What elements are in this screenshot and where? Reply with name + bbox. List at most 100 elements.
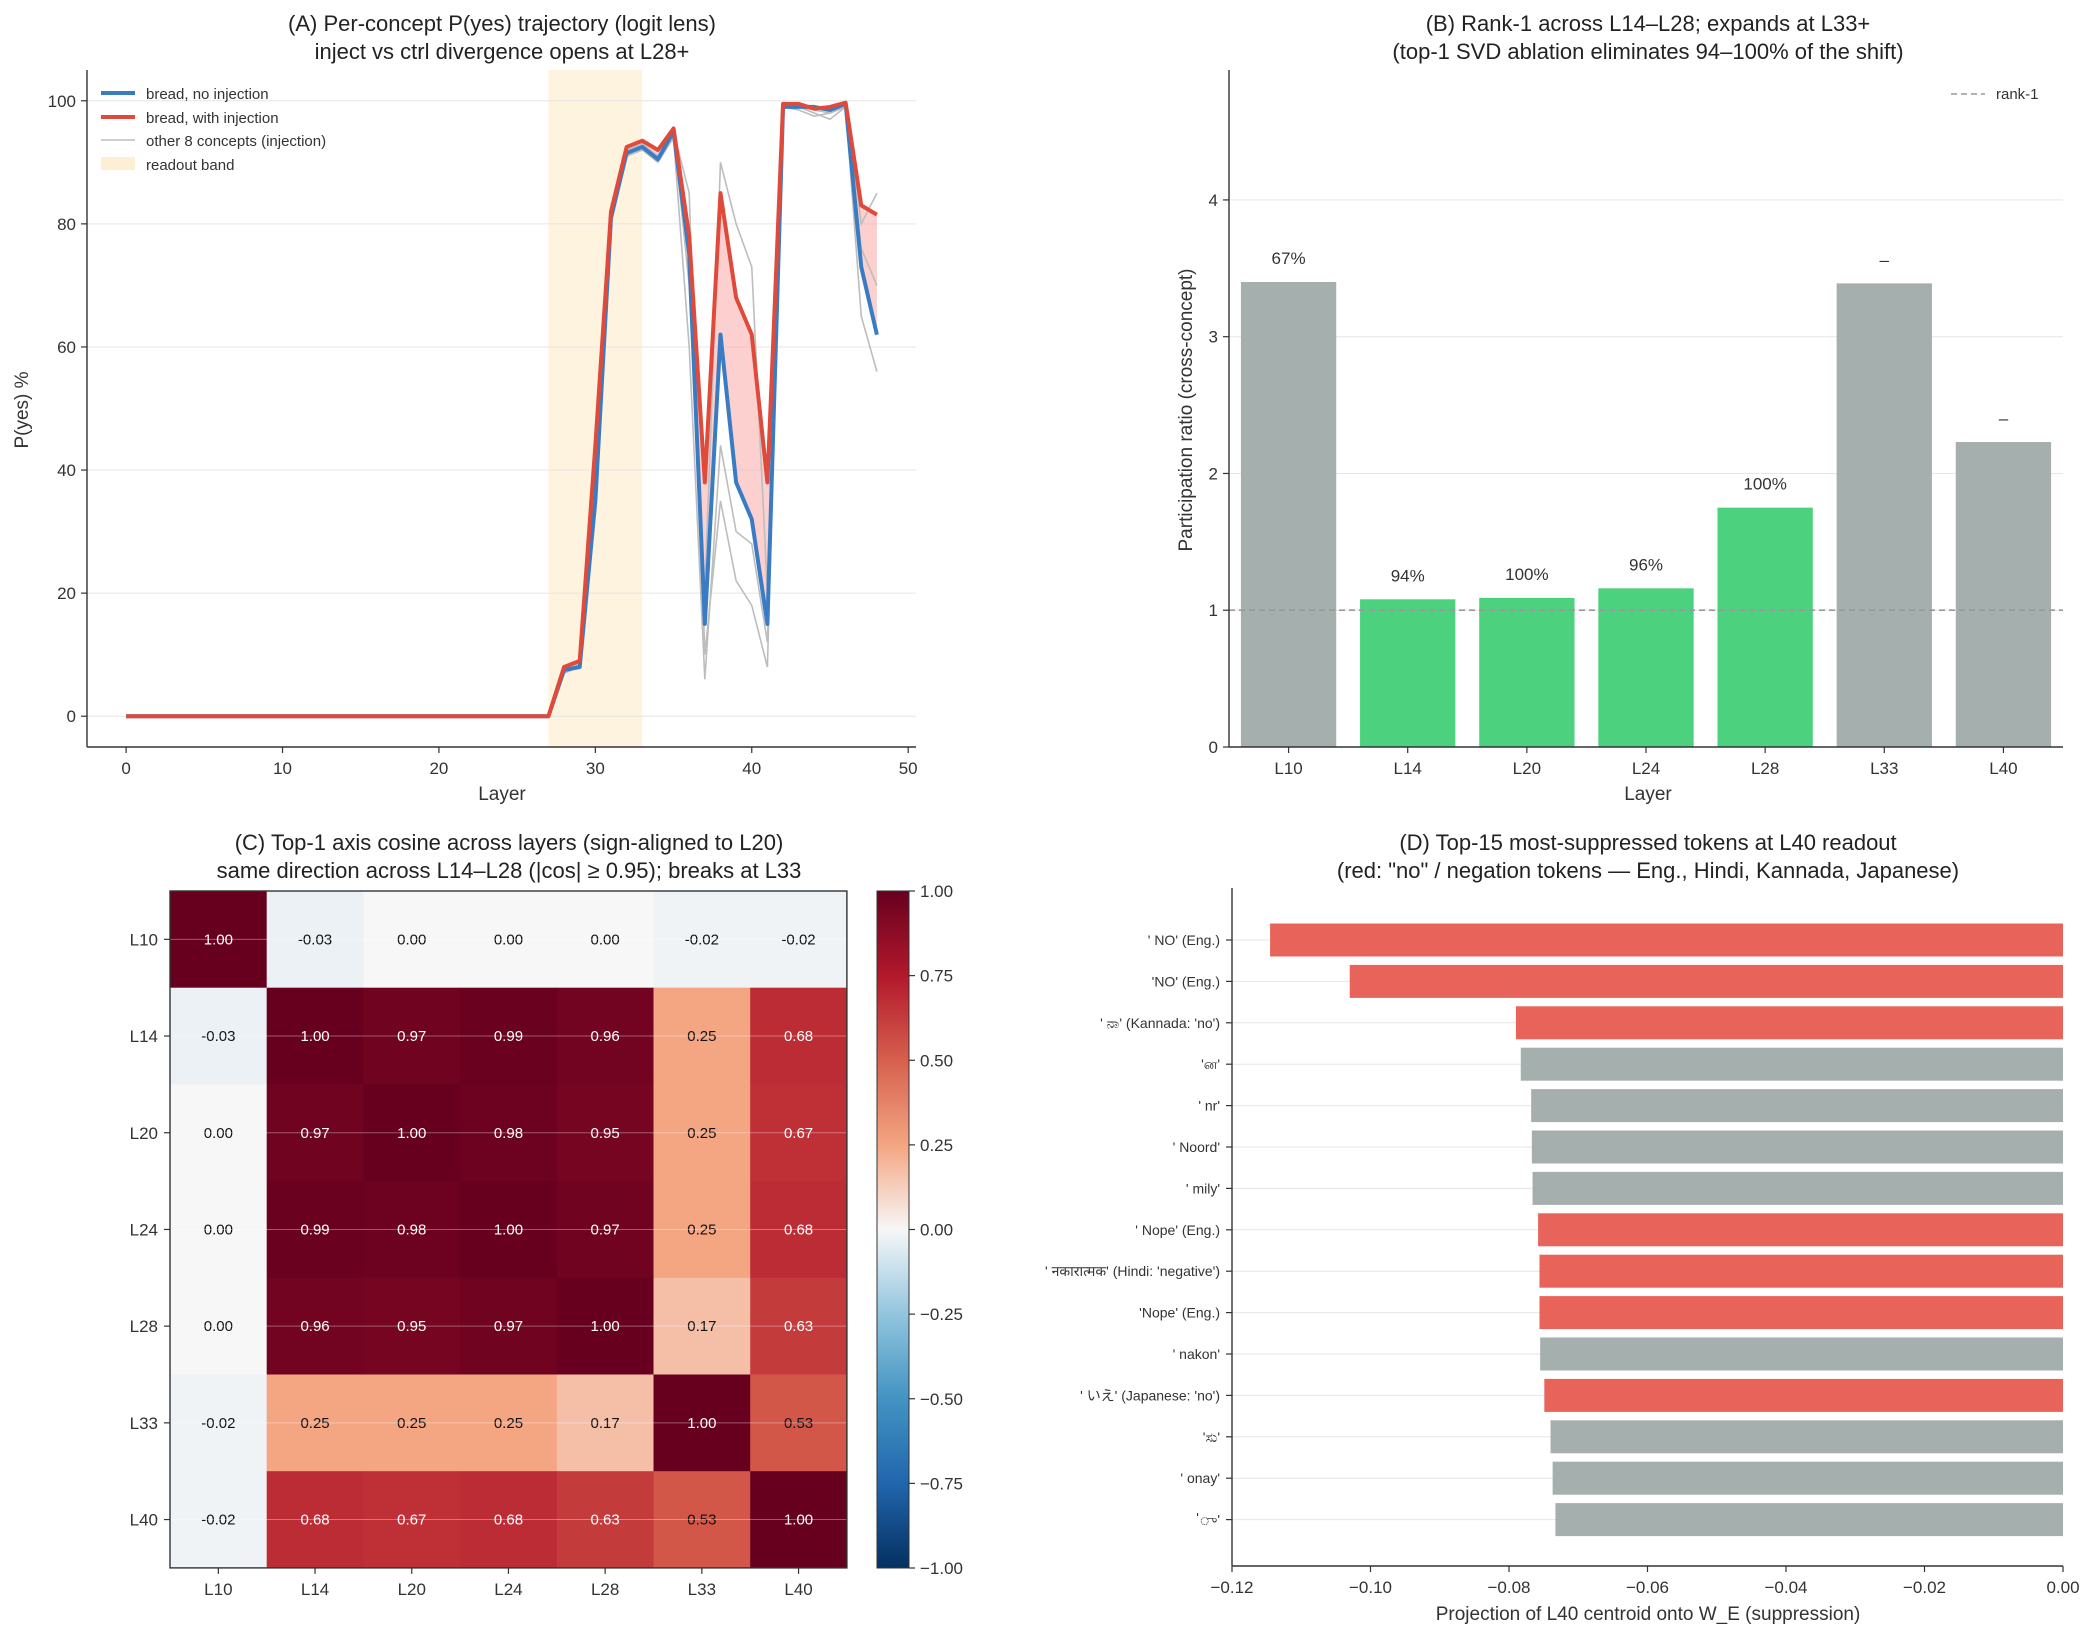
y-tick-label: 40 (57, 461, 76, 480)
bar-l33 (1836, 283, 1932, 747)
heatmap-cell (653, 987, 751, 1085)
heatmap-cell (363, 1084, 461, 1182)
x-tick-label: L14 (301, 1580, 329, 1599)
panel-b-gridlines (1229, 199, 2063, 611)
y-tick-label: 20 (57, 584, 76, 603)
panel-d-title-line1: (D) Top-15 most-suppressed tokens at L40… (1399, 830, 1896, 855)
x-tick-label: L10 (204, 1580, 232, 1599)
y-tick-label: L33 (130, 1414, 158, 1433)
y-tick-label: 3 (1209, 328, 1218, 347)
y-tick-label: 0 (67, 707, 76, 726)
line-other-concept (126, 105, 878, 718)
token-label: ' नकारात्मक' (Hindi: 'negative') (1045, 1263, 1220, 1279)
token-label: ' NO' (Eng.) (1148, 932, 1220, 948)
colorbar-tick-label: 0.75 (920, 967, 953, 986)
heatmap-cell-label: -0.03 (298, 931, 332, 948)
y-tick-label: L20 (130, 1124, 158, 1143)
heatmap-cell-label: 0.67 (784, 1125, 813, 1142)
heatmap-cell-label: 0.68 (494, 1512, 523, 1529)
x-tick-label: L28 (1751, 759, 1779, 778)
heatmap-cell (556, 1471, 654, 1569)
bar-value-label: 96% (1629, 555, 1663, 574)
heatmap-cell-label: 0.63 (784, 1318, 813, 1335)
y-tick-label: L24 (130, 1220, 158, 1239)
bar-value-label: 67% (1272, 249, 1306, 268)
heatmap-cell (363, 1471, 461, 1569)
bar-value-label: – (1999, 409, 2009, 428)
token-bar (1515, 1006, 2063, 1040)
heatmap-cell-label: 0.97 (591, 1221, 620, 1238)
heatmap-cell-label: 1.00 (591, 1318, 620, 1335)
token-bar (1550, 1420, 2063, 1454)
legend-label-rank-1: rank-1 (1996, 86, 2039, 103)
heatmap-axes: L10 L14 L20 L24 L28 L33 L40 L10 L14 L20 L24 L28 L33 L… (130, 890, 848, 1599)
heatmap-cell-label: 1.00 (687, 1415, 716, 1432)
heatmap-cell (556, 1181, 654, 1279)
heatmap-cell-label: 0.00 (494, 931, 523, 948)
panel-b-legend: rank-1 (1951, 86, 2039, 103)
heatmap-cell (170, 987, 268, 1085)
heatmap-cell-label: 0.97 (397, 1028, 426, 1045)
token-label: 'NO' (Eng.) (1152, 973, 1220, 989)
x-tick-label: −0.08 (1487, 1578, 1530, 1597)
token-bar (1544, 1378, 2063, 1412)
x-tick-label: L14 (1394, 759, 1422, 778)
x-tick-label: L10 (1274, 759, 1302, 778)
heatmap-cell-label: 0.96 (591, 1028, 620, 1045)
line-bread-with-injection (126, 100, 878, 719)
heatmap-cell-label: 1.00 (494, 1221, 523, 1238)
heatmap-cell-label: -0.02 (685, 931, 719, 948)
heatmap-cell (363, 1181, 461, 1279)
x-tick-label: L40 (784, 1580, 812, 1599)
heatmap-cell-label: 0.98 (397, 1221, 426, 1238)
bar-value-label: 100% (1743, 475, 1786, 494)
colorbar (876, 890, 910, 1569)
panel-d-xlabel: Projection of L40 centroid onto W_E (sup… (1436, 1604, 1861, 1625)
panel-a-lines (126, 100, 879, 719)
panel-a-ylabel: P(yes) % (12, 371, 33, 448)
heatmap-cell (750, 1084, 848, 1182)
heatmap-cell-label: 0.00 (591, 931, 620, 948)
token-bar (1531, 1089, 2063, 1123)
y-tick-label: 1 (1209, 601, 1218, 620)
panel-d: (D) Top-15 most-suppressed tokens at L40… (1045, 830, 2080, 1625)
token-label: ' ನಾ' (Kannada: 'no') (1100, 1015, 1220, 1031)
y-tick-label: L40 (130, 1511, 158, 1530)
heatmap-cell (363, 1374, 461, 1472)
x-tick-label: L20 (1513, 759, 1541, 778)
x-tick-label: L33 (1870, 759, 1898, 778)
token-bar (1538, 1213, 2063, 1247)
panel-b: (B) Rank-1 across L14–L28; expands at L3… (1176, 11, 2063, 805)
heatmap-cell-label: -0.02 (201, 1512, 235, 1529)
heatmap-cell-label: 0.25 (300, 1415, 329, 1432)
token-bar (1552, 1461, 2063, 1495)
bar-l20 (1479, 597, 1575, 747)
x-tick-label: −0.12 (1210, 1578, 1253, 1597)
colorbar-tick-label: 0.25 (920, 1136, 953, 1155)
y-tick-label: L28 (130, 1317, 158, 1336)
heatmap-cell-label: 1.00 (204, 931, 233, 948)
x-tick-label: −0.04 (1764, 1578, 1807, 1597)
panel-b-ylabel: Participation ratio (cross-concept) (1176, 269, 1197, 552)
panel-d-title-line2: (red: "no" / negation tokens — Eng., Hin… (1337, 858, 1959, 883)
token-label: ' mily' (1186, 1180, 1220, 1196)
heatmap-cell-label: 0.96 (300, 1318, 329, 1335)
x-tick-label: 30 (586, 759, 605, 778)
panel-d-axes: ' NO' (Eng.) 'NO' (Eng.) ' ನಾ' (Kannada: '… (1045, 888, 2080, 1597)
panel-a-title-line2: inject vs ctrl divergence opens at L28+ (315, 39, 690, 64)
heatmap-cell (363, 1277, 461, 1375)
bar-l14 (1360, 599, 1456, 747)
heatmap-cell (460, 1374, 558, 1472)
colorbar-tick-label: −0.25 (920, 1305, 963, 1324)
token-bar (1540, 1337, 2063, 1371)
heatmap-cell (653, 891, 751, 989)
heatmap-cell-label: 0.95 (397, 1318, 426, 1335)
token-bar (1539, 1254, 2063, 1288)
heatmap-cell-label: 0.68 (784, 1028, 813, 1045)
token-label: ' Nope' (Eng.) (1135, 1222, 1220, 1238)
token-label: 'Nope' (Eng.) (1139, 1305, 1220, 1321)
bar-value-label: 94% (1391, 566, 1425, 585)
bar-l40 (1955, 442, 2052, 747)
panel-a-title-line1: (A) Per-concept P(yes) trajectory (logit… (288, 11, 716, 36)
